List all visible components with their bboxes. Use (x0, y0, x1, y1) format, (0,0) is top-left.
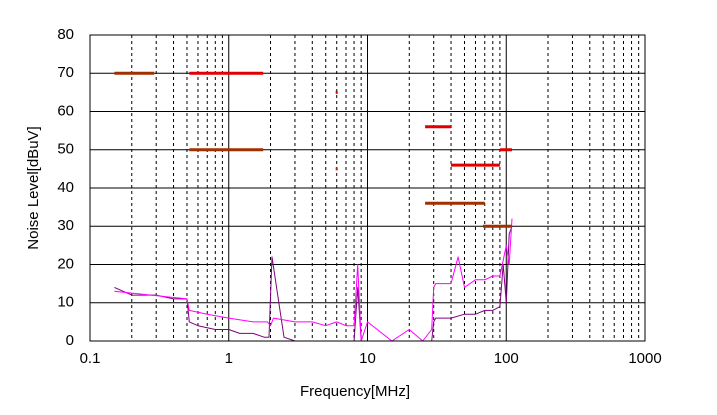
x-tick-label: 1000 (628, 350, 661, 367)
y-tick-label: 80 (57, 26, 74, 43)
y-tick-label: 60 (57, 102, 74, 119)
x-tick-label: 100 (494, 350, 519, 367)
y-tick-label: 70 (57, 64, 74, 81)
y-tick-label: 10 (57, 294, 74, 311)
x-tick-label: 0.1 (80, 350, 101, 367)
y-tick-label: 30 (57, 217, 74, 234)
x-tick-label: 1 (225, 350, 233, 367)
x-tick-label: 10 (359, 350, 376, 367)
y-tick-label: 20 (57, 255, 74, 272)
y-tick-label: 0 (66, 332, 74, 349)
series-line (189, 71, 512, 167)
series-line (114, 71, 512, 228)
plot-border (89, 34, 646, 342)
y-axis-label: Noise Level[dBuV] (25, 126, 42, 249)
series-line (114, 218, 513, 342)
x-axis-label: Frequency[MHz] (300, 383, 410, 400)
y-tick-label: 40 (57, 179, 74, 196)
y-tick-label: 50 (57, 141, 74, 158)
